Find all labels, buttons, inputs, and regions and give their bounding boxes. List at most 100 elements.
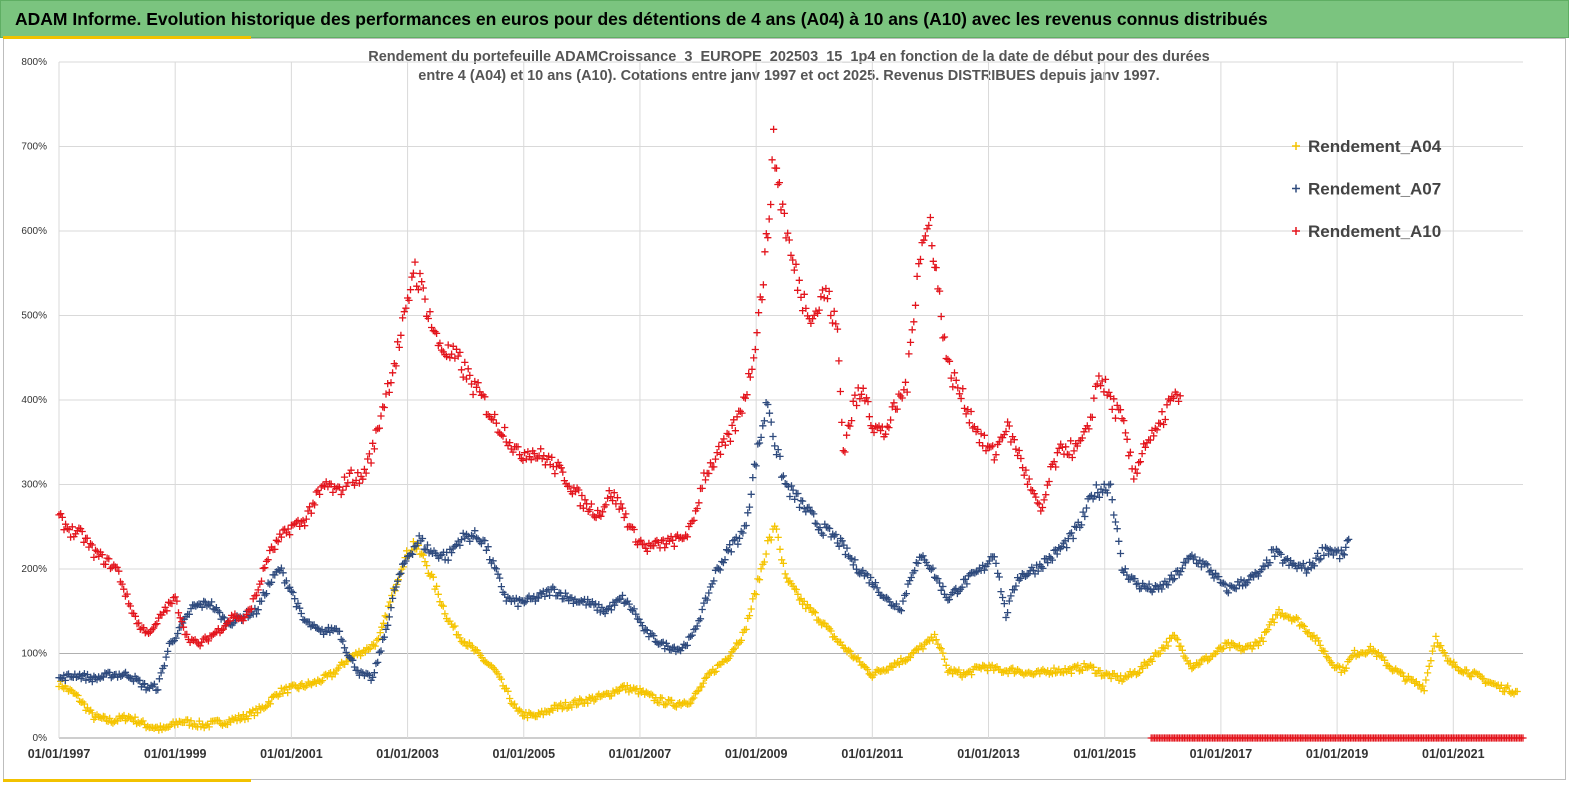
plus-marker — [701, 674, 709, 682]
plus-marker — [161, 724, 169, 732]
plus-marker — [1067, 437, 1075, 445]
plus-marker — [1035, 500, 1043, 508]
plus-marker — [1004, 418, 1012, 426]
plus-marker — [1299, 559, 1307, 568]
plus-marker — [364, 670, 372, 678]
plus-marker — [628, 607, 637, 615]
plus-marker — [835, 542, 843, 550]
plus-marker — [274, 566, 282, 574]
plus-marker — [484, 660, 492, 668]
plus-marker — [833, 325, 842, 333]
plus-marker — [875, 422, 883, 430]
plus-marker — [282, 529, 290, 537]
plus-marker — [815, 306, 823, 314]
plus-marker — [1350, 646, 1359, 655]
plus-marker — [1178, 564, 1186, 572]
legend-item-rendement-a10: Rendement_A10 — [1292, 222, 1441, 241]
plus-marker — [1294, 615, 1302, 623]
plus-marker — [1342, 664, 1350, 672]
plus-marker — [381, 612, 389, 620]
plus-marker — [838, 537, 846, 545]
plus-marker — [753, 329, 761, 337]
plus-marker — [1208, 571, 1217, 579]
plus-marker — [747, 605, 755, 613]
plus-marker — [721, 655, 730, 663]
legend-marker — [1292, 142, 1300, 150]
plus-marker — [1039, 564, 1047, 572]
plus-marker — [1050, 664, 1058, 672]
plus-marker — [1070, 447, 1078, 455]
plus-marker — [409, 550, 417, 558]
plus-marker — [302, 515, 310, 523]
plus-marker — [244, 715, 252, 723]
accent-bar-bottom — [3, 779, 251, 782]
plus-marker — [659, 536, 667, 544]
plus-marker — [164, 647, 172, 655]
plus-marker — [173, 597, 181, 605]
plus-marker — [731, 427, 739, 435]
x-tick-label: 01/01/1997 — [28, 747, 91, 761]
plus-marker — [688, 695, 696, 703]
plus-marker — [655, 699, 663, 707]
plus-marker — [287, 587, 295, 595]
plus-marker — [784, 229, 792, 237]
plus-marker — [1158, 585, 1166, 593]
plus-marker — [504, 593, 512, 601]
plus-marker — [320, 671, 328, 679]
plus-marker — [261, 564, 269, 572]
plus-marker — [423, 562, 431, 570]
plus-marker — [563, 593, 571, 601]
plus-marker — [514, 443, 522, 451]
plus-marker — [147, 681, 155, 689]
plus-marker — [860, 662, 868, 670]
plus-marker — [961, 575, 969, 583]
plus-marker — [530, 711, 538, 719]
plus-marker — [82, 676, 90, 684]
plus-marker — [817, 293, 825, 301]
plus-marker — [699, 679, 707, 687]
plus-marker — [791, 495, 799, 503]
y-tick-label: 400% — [21, 395, 47, 406]
plus-marker — [928, 242, 936, 250]
plus-marker — [1277, 611, 1285, 619]
plus-marker — [350, 481, 359, 489]
plus-marker — [1232, 585, 1240, 593]
plus-marker — [1028, 487, 1037, 495]
plus-marker — [1237, 576, 1245, 584]
plus-marker — [413, 282, 421, 290]
plus-marker — [607, 493, 615, 501]
plus-marker — [61, 676, 69, 684]
plus-marker — [742, 521, 750, 530]
plus-marker — [114, 673, 122, 681]
plus-marker — [771, 442, 779, 450]
plus-marker — [787, 251, 795, 259]
plus-marker — [1040, 496, 1048, 504]
plus-marker — [698, 605, 706, 614]
plus-marker — [380, 633, 388, 641]
plus-marker — [449, 623, 457, 631]
plus-marker — [1207, 566, 1215, 574]
plus-marker — [246, 708, 254, 716]
plus-marker — [80, 538, 88, 546]
plus-marker — [716, 566, 724, 574]
plus-marker — [846, 422, 854, 430]
plus-marker — [1432, 632, 1440, 640]
plus-marker — [397, 569, 405, 577]
plus-marker — [441, 610, 449, 618]
plus-marker — [706, 669, 714, 677]
plus-marker — [1074, 661, 1082, 669]
plus-marker — [827, 627, 835, 635]
plus-marker — [559, 468, 567, 476]
plus-marker — [277, 533, 285, 541]
plus-marker — [721, 556, 729, 564]
plus-marker — [663, 700, 671, 708]
plus-marker — [1071, 522, 1079, 531]
plus-marker — [1111, 414, 1120, 422]
plus-marker — [243, 610, 251, 619]
plus-marker — [411, 258, 419, 266]
plus-marker — [491, 564, 499, 572]
plus-marker — [1135, 459, 1143, 467]
plus-marker — [98, 551, 106, 559]
plus-marker — [977, 430, 985, 438]
plus-marker — [1050, 458, 1058, 466]
